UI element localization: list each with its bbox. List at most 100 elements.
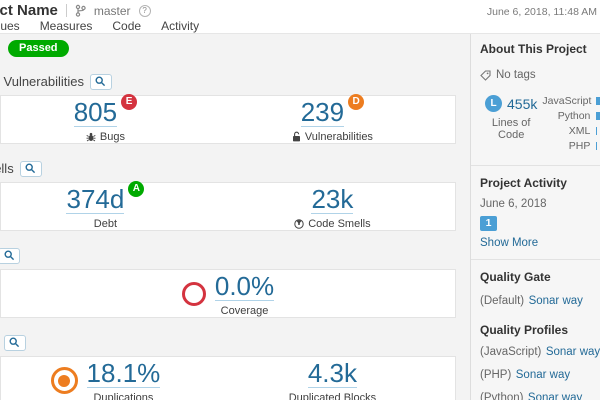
language-row: Python 216k bbox=[542, 110, 600, 122]
duplications-gauge-icon bbox=[50, 367, 78, 394]
coverage-label: Coverage bbox=[220, 304, 269, 317]
reliability-rating-badge: E bbox=[121, 93, 138, 110]
language-row: XML 2.8k bbox=[542, 125, 600, 137]
language-name: XML bbox=[568, 125, 591, 137]
history-button[interactable] bbox=[89, 73, 112, 90]
project-tabs: Issues Measures Code Activity bbox=[0, 19, 199, 33]
vulnerabilities-value-link[interactable]: 239 bbox=[300, 96, 345, 127]
language-bar bbox=[596, 127, 598, 135]
tab-issues[interactable]: Issues bbox=[0, 19, 20, 33]
duplications-measure: 18.1% Duplications bbox=[86, 357, 161, 400]
debt-measure: 374d A Debt bbox=[66, 180, 145, 230]
tag-icon bbox=[480, 69, 491, 81]
section-title: Bugs & Vulnerabilities bbox=[0, 74, 84, 89]
language-row: PHP 2.2k bbox=[542, 140, 600, 152]
quality-gate-status-badge: Passed bbox=[8, 40, 69, 57]
section-header-code-smells: Code Smells bbox=[0, 160, 470, 177]
lines-of-code-label: Lines of Code bbox=[491, 117, 531, 141]
coverage-measure: 0.0% Coverage bbox=[214, 270, 275, 317]
language-name: JavaScript bbox=[542, 95, 592, 107]
tags-row: No tags bbox=[480, 69, 600, 81]
language-bar bbox=[596, 112, 600, 120]
coverage-card: 0.0% Coverage bbox=[0, 269, 456, 318]
duplications-label: Duplications bbox=[93, 391, 154, 400]
debt-value-link[interactable]: 374d bbox=[66, 183, 125, 214]
security-rating-badge: D bbox=[348, 93, 365, 110]
duplicated-blocks-measure: 4.3k Duplicated Blocks bbox=[289, 358, 376, 400]
branch-icon bbox=[75, 4, 86, 17]
size-rating-badge: L bbox=[485, 95, 503, 112]
section-header-coverage: Coverage bbox=[0, 247, 470, 264]
help-icon[interactable]: ? bbox=[138, 4, 151, 17]
code-smells-card: 374d A Debt 23k Code Smells bbox=[0, 180, 456, 231]
tab-activity[interactable]: Activity bbox=[161, 19, 200, 33]
history-button[interactable] bbox=[3, 334, 26, 351]
activity-count-badge: 1 bbox=[480, 216, 497, 231]
history-button[interactable] bbox=[19, 160, 42, 177]
coverage-value-link[interactable]: 0.0% bbox=[214, 270, 275, 301]
quality-gate-link[interactable]: Sonar way bbox=[528, 295, 583, 307]
language-bar bbox=[596, 142, 598, 150]
profile-link[interactable]: Sonar way bbox=[515, 369, 571, 381]
lines-of-code-block: L 455k Lines of Code JavaScript 234k Pyt… bbox=[480, 95, 600, 155]
quality-profile-row: (Python) Sonar way bbox=[480, 388, 600, 400]
history-button[interactable] bbox=[0, 247, 21, 264]
tab-code[interactable]: Code bbox=[112, 19, 142, 33]
open-lock-icon bbox=[292, 131, 301, 142]
vulnerabilities-measure: 239 D Vulnerabilities bbox=[292, 93, 373, 143]
magnifier-icon bbox=[95, 76, 106, 87]
quality-gate-row: (Default) Sonar way bbox=[480, 291, 600, 309]
activity-date: June 6, 2018 bbox=[480, 198, 547, 210]
section-header-bugs-vulnerabilities: Bugs & Vulnerabilities bbox=[0, 73, 470, 90]
quality-profile-row: (PHP) Sonar way bbox=[480, 365, 600, 383]
duplications-card: 18.1% Duplications 4.3k Duplicated Block… bbox=[0, 356, 456, 400]
about-title: About This Project bbox=[480, 42, 587, 56]
divider bbox=[471, 165, 600, 166]
bugs-measure: 805 E Bugs bbox=[73, 93, 138, 143]
quality-gate-scope: (Default) bbox=[480, 295, 525, 307]
tags-text: No tags bbox=[496, 69, 536, 81]
project-title: Project Name bbox=[0, 2, 58, 19]
quality-gate-title: Quality Gate bbox=[480, 270, 551, 284]
section-header-duplications: Duplications bbox=[0, 334, 470, 351]
language-name: PHP bbox=[568, 140, 591, 152]
divider bbox=[471, 259, 600, 260]
duplicated-blocks-label: Duplicated Blocks bbox=[288, 391, 377, 400]
bugs-vulnerabilities-card: 805 E Bugs 239 D Vulnerabilities bbox=[0, 93, 456, 144]
project-header: Project Name master ? bbox=[0, 2, 151, 19]
profile-language: (Python) bbox=[480, 392, 524, 400]
bugs-value-link[interactable]: 805 bbox=[73, 96, 118, 127]
quality-profile-row: (JavaScript) Sonar way bbox=[480, 342, 600, 360]
code-smells-label: Code Smells bbox=[308, 217, 371, 230]
language-name: Python bbox=[557, 110, 591, 122]
language-bar bbox=[596, 97, 600, 105]
show-more-link[interactable]: Show More bbox=[480, 237, 539, 249]
language-row: JavaScript 234k bbox=[542, 95, 600, 107]
debt-label: Debt bbox=[93, 217, 118, 230]
code-smell-icon bbox=[294, 218, 304, 229]
top-navbar: Project Name master ? June 6, 2018, 11:4… bbox=[0, 0, 600, 34]
profile-language: (PHP) bbox=[480, 369, 512, 381]
profile-link[interactable]: Sonar way bbox=[527, 392, 583, 400]
analysis-date: June 6, 2018, 11:48 AM bbox=[486, 6, 597, 18]
magnifier-icon bbox=[4, 250, 15, 261]
maintainability-rating-badge: A bbox=[128, 180, 145, 197]
tab-measures[interactable]: Measures bbox=[39, 19, 93, 33]
language-distribution: JavaScript 234k Python 216k XML 2.8k PHP… bbox=[542, 95, 600, 155]
bug-icon bbox=[86, 132, 96, 142]
bugs-label: Bugs bbox=[99, 130, 125, 143]
profile-link[interactable]: Sonar way bbox=[545, 346, 600, 358]
duplicated-blocks-value-link[interactable]: 4.3k bbox=[307, 357, 357, 388]
divider bbox=[65, 4, 67, 17]
overview-main: Passed Bugs & Vulnerabilities 805 E Bugs bbox=[0, 34, 470, 400]
lines-of-code-link[interactable]: 455k bbox=[507, 95, 538, 112]
project-activity-title: Project Activity bbox=[480, 176, 567, 190]
code-smells-measure: 23k Code Smells bbox=[294, 183, 371, 230]
code-smells-value-link[interactable]: 23k bbox=[311, 183, 354, 214]
coverage-gauge-icon bbox=[181, 281, 206, 306]
duplications-value-link[interactable]: 18.1% bbox=[86, 357, 161, 388]
vulnerabilities-label: Vulnerabilities bbox=[304, 130, 373, 143]
quality-profiles-title: Quality Profiles bbox=[480, 323, 569, 337]
profile-language: (JavaScript) bbox=[480, 346, 542, 358]
magnifier-icon bbox=[25, 163, 36, 174]
